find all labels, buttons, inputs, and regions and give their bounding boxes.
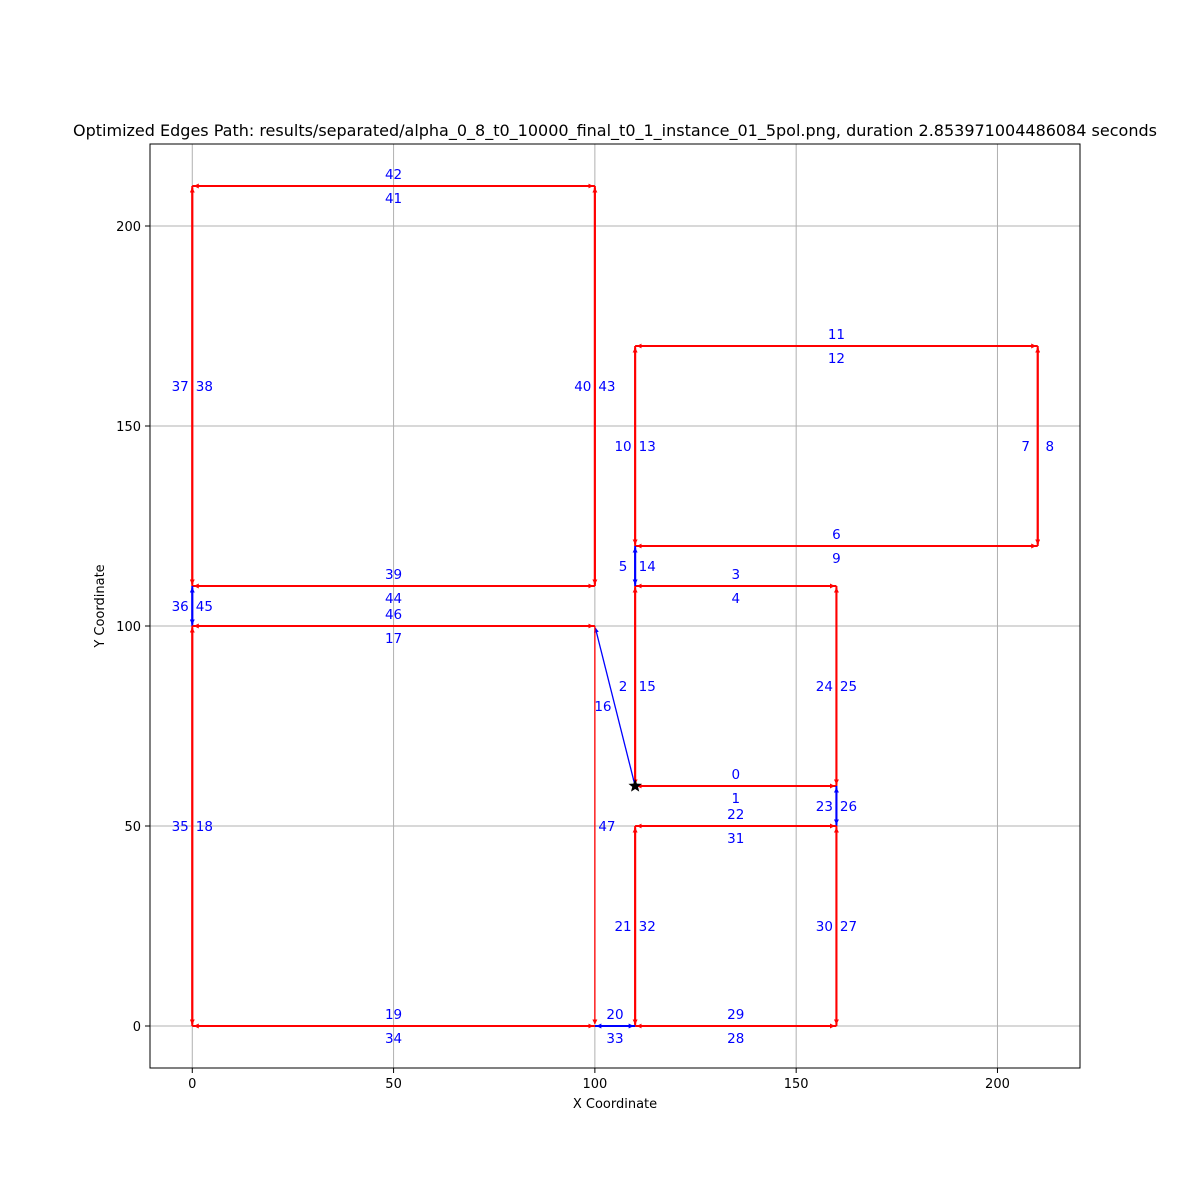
y-tick-label: 100 [116, 620, 141, 635]
edge-label-25: 25 [840, 679, 857, 695]
x-tick-label: 50 [385, 1077, 402, 1092]
edges [189, 183, 1041, 1029]
edge-label-38: 38 [196, 379, 213, 395]
edge-label-0: 0 [731, 767, 740, 783]
edge-label-42: 42 [385, 167, 402, 183]
edge-label-6: 6 [832, 527, 841, 543]
edge-label-34: 34 [385, 1031, 402, 1047]
y-tick-label: 0 [133, 1020, 141, 1035]
edge-label-14: 14 [639, 559, 656, 575]
edge-label-40: 40 [574, 379, 591, 395]
edge-label-10: 10 [614, 439, 631, 455]
edge-label-9: 9 [832, 551, 841, 567]
edge-label-7: 7 [1021, 439, 1030, 455]
edge-label-46: 46 [385, 607, 402, 623]
y-tick-label: 50 [124, 820, 141, 835]
edge-label-1: 1 [731, 791, 740, 807]
edge-label-30: 30 [816, 919, 833, 935]
chart-title: Optimized Edges Path: results/separated/… [73, 121, 1157, 141]
edge-label-45: 45 [196, 599, 213, 615]
edge-label-3: 3 [731, 567, 740, 583]
edge-label-24: 24 [816, 679, 833, 695]
edge-label-15: 15 [639, 679, 656, 695]
edge-label-21: 21 [614, 919, 631, 935]
edge-label-37: 37 [172, 379, 189, 395]
edge-label-47: 47 [598, 819, 615, 835]
edge-label-26: 26 [840, 799, 857, 815]
edge-label-2: 2 [619, 679, 628, 695]
edge-label-29: 29 [727, 1007, 744, 1023]
edge-label-32: 32 [639, 919, 656, 935]
edge-label-41: 41 [385, 191, 402, 207]
x-axis-label: X Coordinate [573, 1097, 657, 1112]
edge-label-39: 39 [385, 567, 402, 583]
edge-label-12: 12 [828, 351, 845, 367]
x-tick-label: 150 [784, 1077, 809, 1092]
x-tick-label: 0 [188, 1077, 196, 1092]
x-tick-label: 200 [985, 1077, 1010, 1092]
edge-label-28: 28 [727, 1031, 744, 1047]
edge-label-8: 8 [1046, 439, 1055, 455]
edge-label-20: 20 [606, 1007, 623, 1023]
edge-label-36: 36 [172, 599, 189, 615]
edge-label-11: 11 [828, 327, 845, 343]
y-tick-label: 200 [116, 220, 141, 235]
edge-label-5: 5 [619, 559, 628, 575]
edge-label-22: 22 [727, 807, 744, 823]
edge-label-35: 35 [172, 819, 189, 835]
plot-frame [149, 143, 1081, 1069]
edge-16 [594, 627, 636, 787]
edge-label-19: 19 [385, 1007, 402, 1023]
edge-label-13: 13 [639, 439, 656, 455]
edge-label-33: 33 [606, 1031, 623, 1047]
edge-label-31: 31 [727, 831, 744, 847]
start-star-icon [628, 779, 642, 792]
x-tick-label: 100 [582, 1077, 607, 1092]
edge-label-18: 18 [196, 819, 213, 835]
edge-label-16: 16 [594, 699, 611, 715]
edge-label-23: 23 [816, 799, 833, 815]
edge-label-4: 4 [731, 591, 740, 607]
edge-label-43: 43 [598, 379, 615, 395]
edge-label-44: 44 [385, 591, 402, 607]
edge-label-27: 27 [840, 919, 857, 935]
edge-label-17: 17 [385, 631, 402, 647]
start-marker [628, 779, 642, 792]
y-tick-label: 150 [116, 420, 141, 435]
y-axis-label: Y Coordinate [93, 564, 108, 648]
